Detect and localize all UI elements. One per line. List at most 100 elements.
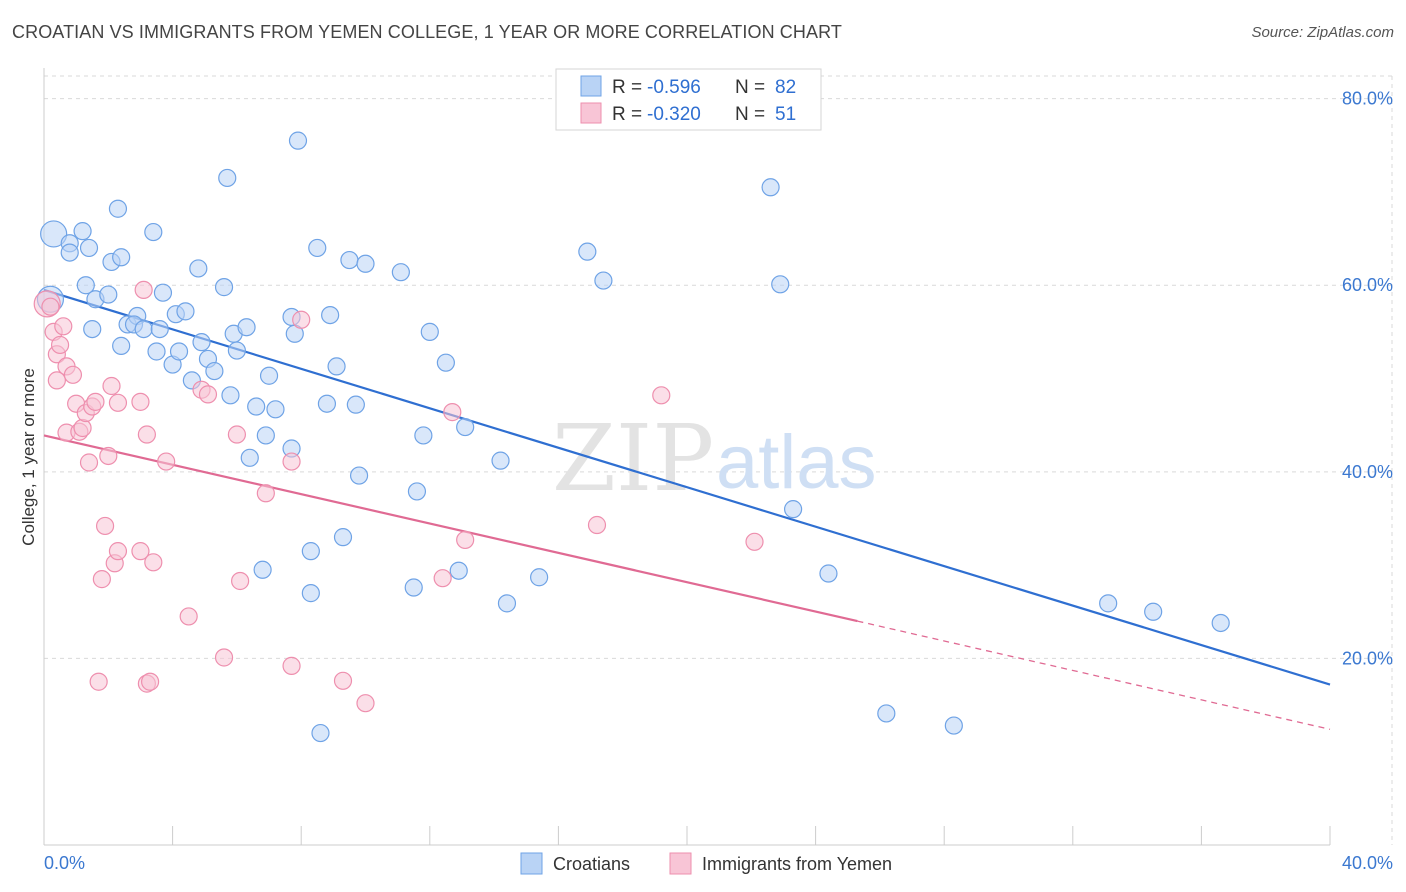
point-blue xyxy=(189,259,208,278)
point-blue xyxy=(1144,602,1163,621)
point-blue xyxy=(83,319,102,339)
point-pink xyxy=(54,317,73,336)
point-pink xyxy=(102,376,121,396)
point-blue xyxy=(108,199,128,218)
point-pink xyxy=(292,310,311,329)
point-blue xyxy=(205,361,224,381)
legend-r-value-1: -0.596 xyxy=(647,77,701,98)
point-blue xyxy=(40,220,68,248)
point-pink xyxy=(79,453,99,472)
legend-swatch-blue xyxy=(580,75,602,97)
point-blue xyxy=(176,302,195,321)
point-pink xyxy=(99,446,118,466)
point-blue xyxy=(301,542,320,561)
point-blue xyxy=(340,250,359,270)
bottom-legend-swatch-croatians xyxy=(520,852,543,875)
point-blue xyxy=(144,222,163,242)
trend-line-pink xyxy=(43,434,858,623)
point-pink xyxy=(587,515,607,535)
point-blue xyxy=(311,723,330,743)
point-blue xyxy=(594,271,613,290)
point-pink xyxy=(356,694,375,713)
point-pink xyxy=(282,656,301,675)
point-pink xyxy=(134,280,153,300)
trend-lines xyxy=(43,288,1331,730)
point-blue xyxy=(449,561,468,580)
point-blue xyxy=(192,333,211,352)
point-blue xyxy=(530,568,549,587)
trend-line-extension-pink xyxy=(857,620,1331,730)
point-blue xyxy=(1211,613,1230,633)
point-blue xyxy=(456,417,475,437)
point-blue xyxy=(404,578,423,597)
point-blue xyxy=(240,448,259,467)
bottom-legend-yemen: Immigrants from Yemen xyxy=(702,854,892,874)
point-blue xyxy=(112,248,131,267)
point-blue xyxy=(771,275,790,294)
point-blue xyxy=(391,263,410,282)
correlation-legend: R = -0.596 N = 82 R = -0.320 N = 51 xyxy=(555,68,822,131)
point-blue xyxy=(877,704,896,723)
tick-labels: 20.0% 40.0% 60.0% 80.0% 0.0% 40.0% xyxy=(44,89,1393,873)
point-blue xyxy=(436,353,455,372)
point-pink xyxy=(95,516,115,536)
chart-title: CROATIAN VS IMMIGRANTS FROM YEMEN COLLEG… xyxy=(12,22,842,42)
y-tick-label: 80.0% xyxy=(1342,89,1393,109)
point-pink xyxy=(41,297,60,316)
point-pink xyxy=(131,542,150,561)
legend-n-value-1: 82 xyxy=(775,77,796,98)
point-blue xyxy=(227,341,246,360)
point-blue xyxy=(60,243,79,262)
point-blue xyxy=(497,594,517,613)
legend-swatch-pink xyxy=(580,102,602,124)
point-pink xyxy=(231,571,250,591)
point-blue xyxy=(783,500,803,519)
point-blue xyxy=(420,322,439,341)
point-blue xyxy=(761,178,780,197)
y-tick-label: 60.0% xyxy=(1342,275,1393,295)
point-blue xyxy=(288,131,308,150)
trend-line-blue xyxy=(43,288,1331,686)
point-blue xyxy=(214,278,234,297)
point-blue xyxy=(266,400,285,419)
x-tick-label: 0.0% xyxy=(44,853,85,873)
point-blue xyxy=(327,357,346,376)
point-pink xyxy=(108,393,128,412)
point-pink xyxy=(50,335,70,355)
point-pink xyxy=(47,371,66,390)
point-blue xyxy=(150,319,169,339)
point-blue xyxy=(153,283,173,302)
point-pink xyxy=(86,392,105,411)
y-axis-label: College, 1 year or more xyxy=(19,368,38,546)
point-blue xyxy=(356,254,375,273)
point-pink xyxy=(144,553,163,572)
point-blue xyxy=(944,716,963,735)
point-pink xyxy=(108,542,128,561)
axes xyxy=(43,68,1331,846)
point-blue xyxy=(256,426,275,445)
point-pink xyxy=(92,570,111,589)
point-blue xyxy=(259,366,279,385)
point-blue xyxy=(169,342,189,361)
watermark-atlas: atlas xyxy=(716,420,877,505)
point-pink xyxy=(89,672,108,691)
point-blue xyxy=(407,482,427,501)
point-blue xyxy=(578,242,597,261)
point-pink xyxy=(652,386,671,405)
point-blue xyxy=(308,238,327,258)
point-pink xyxy=(214,648,234,667)
point-pink xyxy=(456,530,475,550)
y-tick-label: 20.0% xyxy=(1342,648,1393,668)
point-blue xyxy=(147,342,166,361)
bottom-legend-swatch-yemen xyxy=(669,852,692,875)
point-blue xyxy=(349,466,369,485)
point-blue xyxy=(218,168,237,188)
point-pink xyxy=(73,418,92,438)
point-blue xyxy=(317,394,337,413)
y-tick-label: 40.0% xyxy=(1342,462,1393,482)
point-blue xyxy=(491,451,510,470)
grid xyxy=(44,75,1393,845)
point-blue xyxy=(1099,594,1118,613)
point-pink xyxy=(137,425,156,444)
